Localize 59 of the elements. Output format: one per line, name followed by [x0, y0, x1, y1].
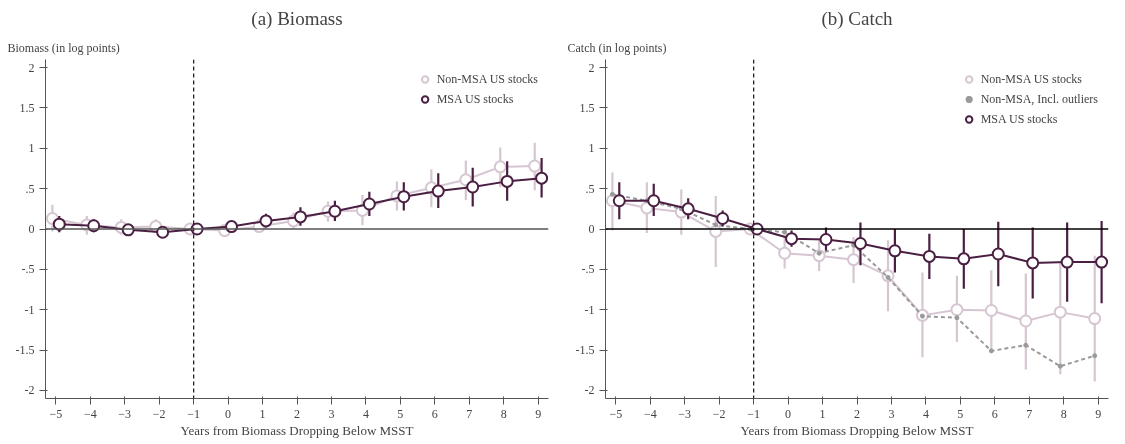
y-tick-label: -1.5 — [15, 343, 35, 358]
y-tick-label: -2 — [24, 383, 35, 398]
legend-label: Non-MSA US stocks — [980, 71, 1083, 87]
y-tick-label: 0 — [28, 222, 35, 236]
y-axis-title: Catch (in log points) — [567, 40, 667, 55]
x-tick-label: 3 — [328, 406, 335, 421]
y-tick-label: -2 — [584, 383, 595, 398]
y-tick-label: 0 — [588, 222, 595, 236]
x-tick-label: 0 — [225, 406, 232, 421]
y-tick-label: 1.5 — [19, 100, 35, 115]
x-tick-label: 5 — [397, 406, 404, 421]
y-tick-label: -1 — [584, 302, 595, 317]
x-tick-label: 9 — [1095, 406, 1102, 421]
x-tick-label: 2 — [854, 406, 860, 421]
y-tick-label: 1.5 — [579, 100, 595, 115]
legend-label: MSA US stocks — [436, 91, 514, 107]
x-tick-label: 5 — [957, 406, 964, 421]
x-tick-label: 7 — [1026, 406, 1033, 421]
x-tick-label: −4 — [83, 406, 97, 421]
y-tick-label: -1.5 — [575, 343, 595, 358]
y-tick-label: 2 — [28, 60, 35, 75]
y-tick-label: .5 — [25, 181, 35, 196]
x-tick-label: −2 — [152, 406, 166, 421]
x-tick-label: 1 — [819, 406, 826, 421]
legend-label: Non-MSA, Incl. outliers — [980, 91, 1098, 107]
chart-title: (a) Biomass — [251, 7, 343, 30]
y-tick-label: .5 — [585, 181, 595, 196]
y-tick-label: -1 — [24, 302, 35, 317]
x-tick-label: −5 — [49, 406, 63, 421]
x-tick-label: 1 — [259, 406, 266, 421]
legend-label: MSA US stocks — [980, 111, 1058, 127]
y-axis-title: Biomass (in log points) — [7, 40, 120, 55]
x-tick-label: 3 — [888, 406, 895, 421]
x-tick-label: 0 — [785, 406, 792, 421]
x-tick-label: 6 — [431, 406, 438, 421]
x-tick-label: −1 — [747, 406, 761, 421]
y-tick-label: -.5 — [581, 262, 595, 277]
y-tick-label: 2 — [588, 60, 595, 75]
x-tick-label: −2 — [712, 406, 726, 421]
y-tick-label: 1 — [28, 141, 35, 156]
y-tick-label: -.5 — [21, 262, 35, 277]
x-tick-label: 4 — [362, 406, 369, 421]
chart-title: (b) Catch — [821, 7, 894, 30]
x-tick-label: −1 — [187, 406, 201, 421]
x-axis-title: Years from Biomass Dropping Below MSST — [180, 422, 414, 438]
x-tick-label: 2 — [294, 406, 300, 421]
x-axis-title: Years from Biomass Dropping Below MSST — [740, 422, 974, 438]
x-tick-label: −4 — [643, 406, 657, 421]
x-tick-label: −3 — [678, 406, 692, 421]
x-tick-label: −3 — [118, 406, 132, 421]
x-tick-label: 8 — [1060, 406, 1067, 421]
x-tick-label: 6 — [991, 406, 998, 421]
x-tick-label: −5 — [609, 406, 623, 421]
x-tick-label: 8 — [500, 406, 507, 421]
x-tick-label: 7 — [466, 406, 473, 421]
x-tick-label: 4 — [922, 406, 929, 421]
y-tick-label: 1 — [588, 141, 595, 156]
x-tick-label: 9 — [535, 406, 542, 421]
legend-label: Non-MSA US stocks — [436, 71, 538, 87]
